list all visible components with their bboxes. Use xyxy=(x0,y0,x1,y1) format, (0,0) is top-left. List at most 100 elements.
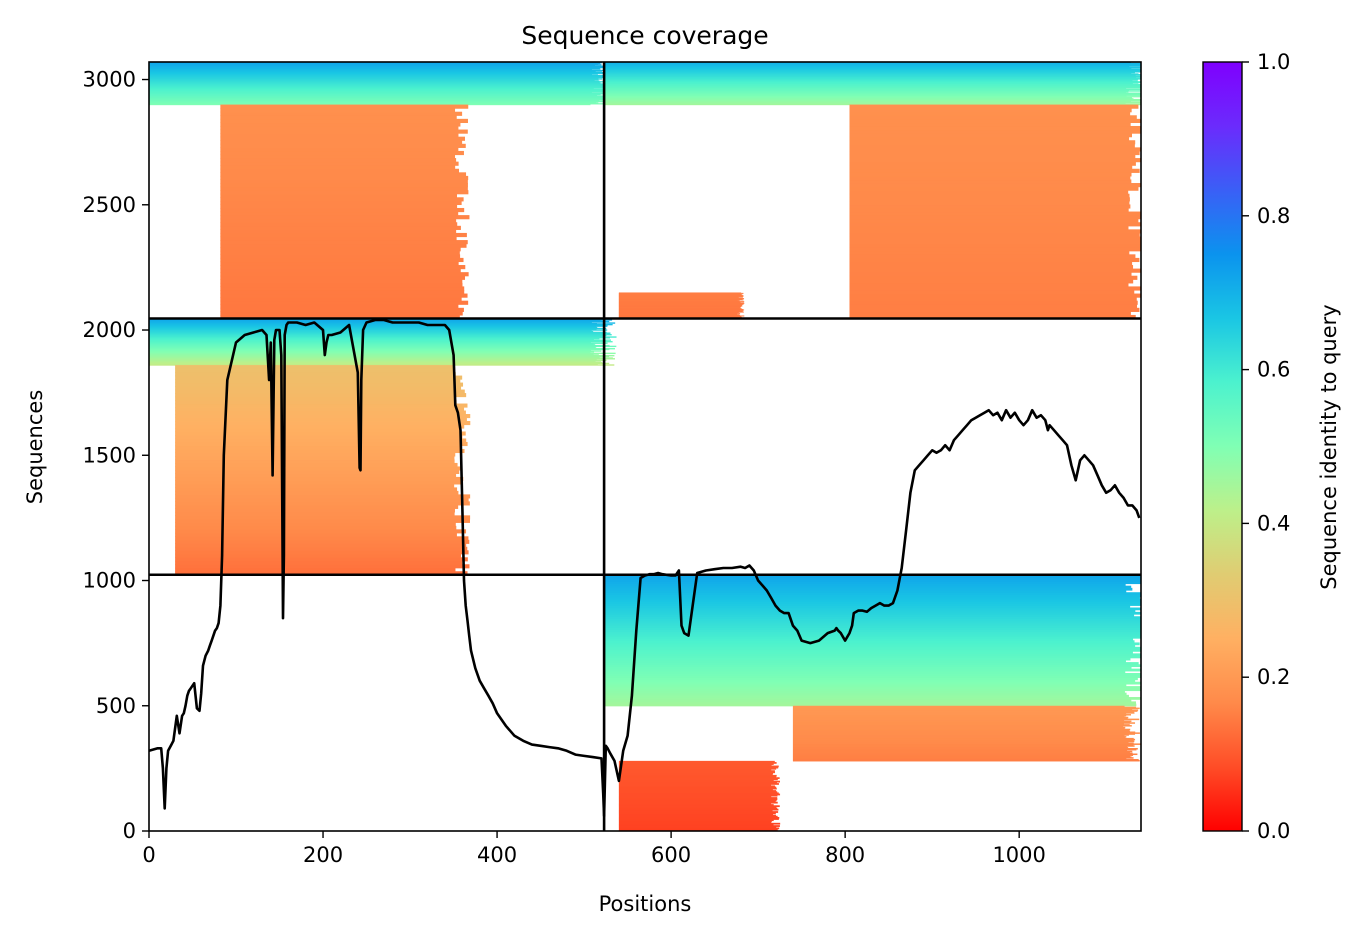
heatmap-strip xyxy=(604,86,1141,89)
heatmap-strip xyxy=(220,154,456,159)
heatmap-strip xyxy=(849,211,1141,216)
heatmap-strip xyxy=(792,742,1134,745)
heatmap-strip xyxy=(149,330,592,332)
heatmap-strip xyxy=(849,282,1129,288)
heatmap-strip xyxy=(604,583,1126,587)
heatmap-strip xyxy=(220,150,464,156)
heatmap-strip xyxy=(149,323,613,326)
heatmap-strip xyxy=(175,462,458,468)
heatmap-strip xyxy=(849,161,1136,166)
heatmap-strip xyxy=(149,75,611,77)
heatmap-strip xyxy=(149,354,615,357)
heatmap-strip xyxy=(149,92,610,94)
heatmap-strip xyxy=(149,81,614,83)
heatmap-strip xyxy=(220,129,468,134)
coverage-line xyxy=(148,318,1141,818)
heatmap-strip xyxy=(849,243,1141,248)
colorbar-tick-label: 0.0 xyxy=(1257,819,1290,843)
heatmap-strip xyxy=(618,800,776,803)
heatmap-strip xyxy=(149,86,610,88)
heatmap-strip xyxy=(149,82,601,84)
heatmap-strip xyxy=(792,726,1126,729)
heatmap-strip xyxy=(618,292,742,294)
heatmap-strip xyxy=(149,348,615,350)
heatmap-strip xyxy=(792,710,1138,712)
heatmap-strip xyxy=(849,311,1131,316)
heatmap-strip xyxy=(220,311,463,316)
heatmap-strip xyxy=(792,754,1134,756)
heatmap-strip xyxy=(604,103,1141,106)
heatmap-strip xyxy=(175,522,456,527)
heatmap-strip xyxy=(849,154,1136,159)
heatmap-strip xyxy=(604,622,1141,626)
heatmap-strip xyxy=(604,673,1141,676)
heatmap-strip xyxy=(175,389,465,394)
heatmap-strip xyxy=(149,346,597,348)
heatmap-strip xyxy=(618,787,777,790)
heatmap-strip xyxy=(149,95,613,97)
heatmap-strip xyxy=(618,784,772,787)
heatmap-strip xyxy=(220,247,461,252)
heatmap-strip xyxy=(618,765,779,768)
heatmap-strip xyxy=(175,529,467,534)
heatmap-strip xyxy=(220,289,465,295)
heatmap-strip xyxy=(175,536,469,541)
heatmap-strip xyxy=(220,279,463,284)
heatmap-strip xyxy=(220,265,466,270)
heatmap-strip xyxy=(149,64,602,66)
heatmap-strip xyxy=(149,324,608,327)
heatmap-strip xyxy=(618,767,777,770)
heatmap-strip xyxy=(220,268,461,273)
heatmap-strip xyxy=(149,98,611,101)
heatmap-strip xyxy=(149,67,600,69)
heatmap-strip xyxy=(220,168,460,173)
heatmap-strip xyxy=(149,72,606,74)
heatmap-strip xyxy=(849,261,1133,266)
heatmap-strip xyxy=(149,358,615,360)
heatmap-strip xyxy=(792,714,1132,716)
heatmap-strip xyxy=(618,778,778,781)
heatmap-strip xyxy=(604,77,1141,79)
heatmap-strip xyxy=(792,732,1140,734)
heatmap-strip xyxy=(149,66,616,68)
heatmap-strip xyxy=(604,101,1141,104)
x-tick-label: 800 xyxy=(825,843,865,867)
heatmap-strip xyxy=(149,102,599,104)
heatmap-strip xyxy=(604,65,1141,67)
heatmap-strip xyxy=(604,596,1140,600)
heatmap-strip xyxy=(149,76,617,79)
heatmap-strip xyxy=(792,721,1131,723)
colorbar-tick-label: 0.4 xyxy=(1257,511,1290,535)
heatmap-strip xyxy=(149,79,599,81)
heatmap-strip xyxy=(792,737,1134,740)
heatmap-strip xyxy=(792,728,1131,731)
heatmap-strip xyxy=(220,118,468,124)
heatmap-strip xyxy=(849,108,1132,113)
heatmap-strip xyxy=(149,66,609,69)
heatmap-strip xyxy=(618,776,777,778)
heatmap-strip xyxy=(149,327,607,330)
heatmap-strip xyxy=(604,640,1135,644)
heatmap-strip xyxy=(220,200,462,206)
heatmap-strip xyxy=(149,103,591,106)
heatmap-strip xyxy=(849,158,1141,163)
heatmap-strip xyxy=(175,532,457,537)
heatmap-strip xyxy=(220,275,466,280)
heatmap-strip xyxy=(604,76,1141,78)
heatmap-strip xyxy=(604,88,1141,91)
heatmap-strip xyxy=(792,718,1140,721)
x-tick-label: 0 xyxy=(142,843,155,867)
heatmap-strip xyxy=(175,571,468,576)
heatmap-strip xyxy=(618,822,781,825)
heatmap-strip xyxy=(849,272,1132,277)
heatmap-strip xyxy=(792,729,1130,732)
heatmap-strip xyxy=(604,677,1138,681)
heatmap-strip xyxy=(175,497,469,502)
heatmap-strip xyxy=(618,799,777,802)
heatmap-strip xyxy=(175,434,463,440)
heatmap-strip xyxy=(175,546,468,551)
heatmap-strip xyxy=(604,598,1141,602)
colorbar xyxy=(1202,61,1243,832)
heatmap-strip xyxy=(220,122,461,127)
